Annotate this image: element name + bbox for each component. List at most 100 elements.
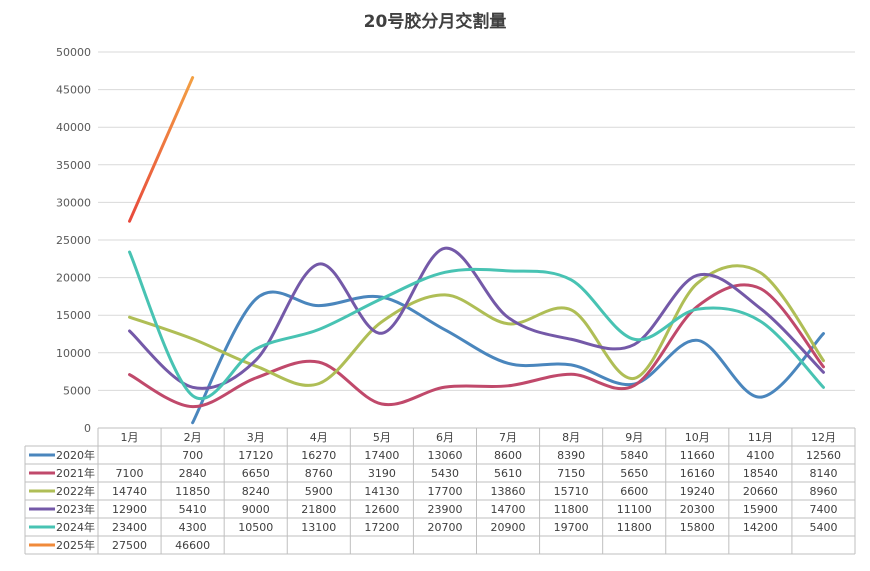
table-cell-value: 14200: [743, 521, 778, 534]
x-tick-label: 3月: [247, 431, 265, 444]
table-cell-value: 5900: [305, 485, 333, 498]
table-cell-value: 16270: [301, 449, 336, 462]
x-tick-label: 11月: [748, 431, 773, 444]
y-tick-label: 50000: [56, 46, 91, 59]
table-cell-value: 10500: [238, 521, 273, 534]
table-cell-value: 8390: [557, 449, 585, 462]
table-cell-value: 23400: [112, 521, 147, 534]
table-cell-value: 17400: [364, 449, 399, 462]
table-cell-value: 17700: [427, 485, 462, 498]
series-line-2025年: [128, 76, 195, 223]
x-tick-label: 1月: [121, 431, 139, 444]
y-axis: 0 5000 10000 15000 20000 25000 30000 35000 40000…: [56, 46, 91, 435]
y-tick-label: 20000: [56, 272, 91, 285]
plot-area: [128, 76, 825, 425]
y-tick-label: 25000: [56, 234, 91, 247]
table-cell-value: 15900: [743, 503, 778, 516]
x-tick-label: 9月: [625, 431, 643, 444]
table-cell-value: 8240: [242, 485, 270, 498]
table-cell-value: 15710: [554, 485, 589, 498]
table-cell-value: 4100: [746, 449, 774, 462]
table-cell-value: 13100: [301, 521, 336, 534]
table-cell-value: 11660: [680, 449, 715, 462]
table-cell-value: 8600: [494, 449, 522, 462]
table-cell-value: 3190: [368, 467, 396, 480]
y-tick-label: 15000: [56, 309, 91, 322]
table-cell-value: 23900: [427, 503, 462, 516]
y-tick-label: 35000: [56, 159, 91, 172]
legend-label: 2020年: [56, 448, 95, 462]
table-cell-value: 4300: [179, 521, 207, 534]
x-tick-label: 4月: [310, 431, 328, 444]
legend-label: 2024年: [56, 520, 95, 534]
table-cell-value: 20660: [743, 485, 778, 498]
data-table: 1月 2月 3月 4月 5月 6月 7月 8月 9月 10月 11月 12月 2020年 700 17120…: [24, 427, 856, 555]
x-tick-label: 8月: [562, 431, 580, 444]
table-cell-value: 8960: [809, 485, 837, 498]
table-cell-value: 5840: [620, 449, 648, 462]
table-cell-value: 5410: [179, 503, 207, 516]
x-tick-label: 2月: [184, 431, 202, 444]
x-tick-label: 12月: [811, 431, 836, 444]
x-tick-label: 7月: [499, 431, 517, 444]
series-line-2023年: [128, 246, 825, 390]
series-line-2020年: [191, 290, 825, 425]
table-cell-value: 21800: [301, 503, 336, 516]
table-cell-value: 12560: [806, 449, 841, 462]
chart-title: 20号胶分月交割量: [364, 11, 507, 32]
table-cell-value: 19240: [680, 485, 715, 498]
table-cell-value: 14700: [491, 503, 526, 516]
y-tick-label: 10000: [56, 347, 91, 360]
series-line-2021年: [128, 283, 825, 409]
y-tick-label: 30000: [56, 196, 91, 209]
table-cell-value: 19700: [554, 521, 589, 534]
y-tick-label: 5000: [63, 384, 91, 397]
table-cell-value: 6650: [242, 467, 270, 480]
table-cell-value: 12900: [112, 503, 147, 516]
table-cell-value: 7150: [557, 467, 585, 480]
series-line-2022年: [128, 264, 825, 387]
table-cell-value: 7400: [809, 503, 837, 516]
table-cell-value: 18540: [743, 467, 778, 480]
table-cell-value: 700: [182, 449, 203, 462]
table-cell-value: 8760: [305, 467, 333, 480]
x-tick-label: 10月: [685, 431, 710, 444]
table-cell-value: 14740: [112, 485, 147, 498]
table-cell-value: 5430: [431, 467, 459, 480]
table-cell-value: 11800: [554, 503, 589, 516]
series-line-2024年: [128, 250, 825, 400]
table-cell-value: 17200: [364, 521, 399, 534]
x-tick-label: 6月: [436, 431, 454, 444]
table-cell-value: 14130: [364, 485, 399, 498]
table-cell-value: 13860: [491, 485, 526, 498]
table-cell-value: 20700: [427, 521, 462, 534]
table-cell-value: 5400: [809, 521, 837, 534]
legend-label: 2022年: [56, 484, 95, 498]
x-tick-label: 5月: [373, 431, 391, 444]
y-tick-label: 40000: [56, 121, 91, 134]
table-cell-value: 6600: [620, 485, 648, 498]
table-cell-value: 11100: [617, 503, 652, 516]
table-cell-value: 15800: [680, 521, 715, 534]
legend-label: 2023年: [56, 502, 95, 516]
table-cell-value: 17120: [238, 449, 273, 462]
table-cell-value: 5610: [494, 467, 522, 480]
legend-label: 2021年: [56, 466, 95, 480]
legend-label: 2025年: [56, 538, 95, 552]
table-cell-value: 12600: [364, 503, 399, 516]
y-tick-label: 45000: [56, 84, 91, 97]
table-cell-value: 2840: [179, 467, 207, 480]
table-cell-value: 20300: [680, 503, 715, 516]
table-cell-value: 20900: [491, 521, 526, 534]
table-cell-value: 8140: [809, 467, 837, 480]
gridlines: [98, 51, 855, 429]
y-tick-label: 0: [84, 422, 91, 435]
table-cell-value: 11800: [617, 521, 652, 534]
table-cell-value: 13060: [427, 449, 462, 462]
table-cell-value: 7100: [116, 467, 144, 480]
table-cell-value: 46600: [175, 539, 210, 552]
table-cell-value: 11850: [175, 485, 210, 498]
table-cell-value: 9000: [242, 503, 270, 516]
table-cell-value: 27500: [112, 539, 147, 552]
